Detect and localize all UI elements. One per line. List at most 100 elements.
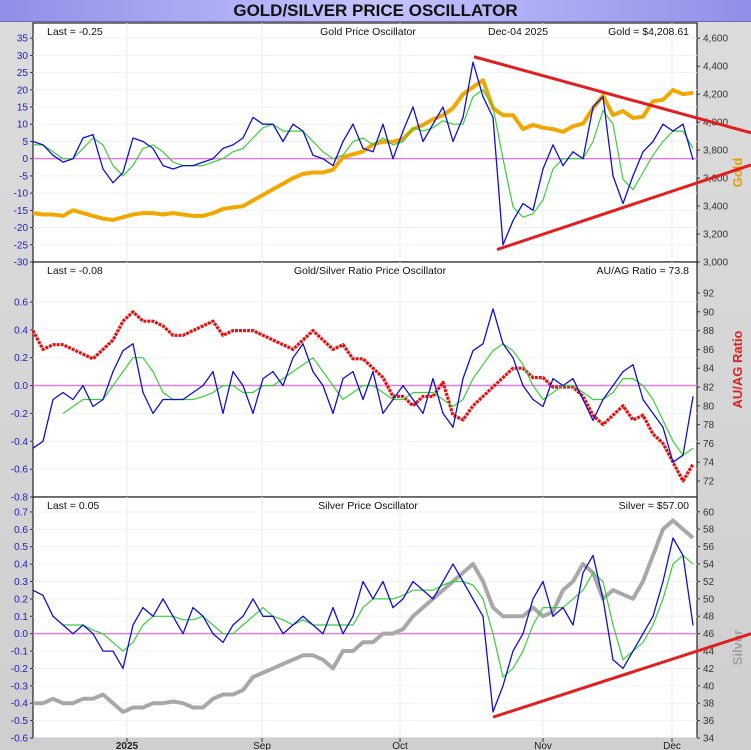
oscillator-point (282, 140, 284, 143)
oscillator-point (402, 598, 404, 600)
oscillator-point (192, 164, 194, 167)
oscillator-point (122, 171, 124, 174)
right-tick-label: 72 (703, 477, 715, 488)
oscillator-point (512, 650, 514, 652)
right-tick-label: 40 (703, 681, 715, 692)
oscillator-point (422, 140, 424, 143)
left-tick-label: 10 (17, 120, 29, 131)
oscillator-point (162, 598, 164, 600)
date-label: Dec-04 2025 (488, 26, 548, 38)
oscillator-point (92, 633, 94, 635)
oscillator-point (132, 137, 134, 139)
oscillator-point (32, 447, 34, 449)
oscillator-point (232, 371, 234, 373)
oscillator-point (432, 598, 434, 600)
oscillator-point (62, 161, 64, 163)
oscillator-point (402, 384, 404, 387)
oscillator-point (372, 598, 374, 600)
oscillator-point (242, 384, 244, 387)
oscillator-point (462, 116, 464, 118)
right-tick-label: 74 (703, 458, 715, 469)
oscillator-point (552, 615, 554, 617)
x-tick-label: Sep (253, 741, 271, 750)
oscillator-point (362, 398, 364, 401)
oscillator-point (482, 615, 484, 617)
oscillator-point (532, 598, 534, 600)
left-tick-label: 0.7 (14, 507, 28, 518)
right-tick-label: 50 (703, 594, 715, 605)
oscillator-point (342, 377, 344, 380)
oscillator-point (112, 371, 114, 373)
left-tick-label: 0.3 (14, 577, 28, 588)
right-tick-label: 3,400 (703, 202, 728, 213)
oscillator-point (62, 624, 64, 626)
oscillator-point (202, 384, 204, 387)
left-tick-label: -10 (14, 189, 29, 200)
left-tick-label: 0.5 (14, 542, 28, 553)
right-tick-label: 58 (703, 525, 715, 536)
oscillator-point (122, 667, 124, 670)
left-tick-label: 0 (22, 154, 28, 165)
right-tick-label: 54 (703, 559, 715, 570)
oscillator-point (362, 580, 364, 583)
oscillator-point (42, 144, 44, 146)
oscillator-point (252, 412, 254, 415)
oscillator-point (292, 624, 294, 626)
oscillator-point (222, 147, 224, 149)
oscillator-point (562, 164, 564, 167)
oscillator-point (302, 343, 304, 345)
oscillator-point (52, 615, 54, 617)
plot-area (32, 496, 698, 739)
trendline (492, 632, 751, 719)
plot-area (32, 22, 698, 263)
oscillator-point (82, 137, 84, 139)
right-tick-label: 56 (703, 542, 715, 553)
right-tick-label: 3,600 (703, 174, 728, 185)
panel-2: -0.8 -0.6 -0.4 -0.2 0.0 0.2 0.4 0.6 72 74 76 78 80 82… (11, 261, 745, 504)
left-tick-label: -30 (14, 258, 29, 269)
right-tick-label: 34 (703, 734, 715, 745)
oscillator-point (672, 537, 674, 539)
oscillator-point (292, 357, 294, 359)
oscillator-point (432, 377, 434, 380)
oscillator-point (332, 606, 334, 609)
oscillator-point (242, 137, 244, 139)
left-tick-label: -0.3 (11, 681, 29, 692)
oscillator-point (52, 154, 54, 156)
oscillator-point (382, 123, 384, 125)
right-tick-label: 36 (703, 716, 715, 727)
oscillator-point (542, 405, 544, 408)
right-tick-label: 4,400 (703, 62, 728, 73)
price-label: Silver = $57.00 (619, 500, 689, 512)
oscillator-point (72, 633, 74, 635)
left-tick-label: 20 (17, 85, 29, 96)
oscillator-point (592, 554, 594, 557)
oscillator-point (232, 144, 234, 146)
left-tick-label: 0.4 (14, 560, 28, 571)
oscillator-point (572, 151, 574, 153)
oscillator-point (682, 123, 684, 125)
oscillator-point (472, 598, 474, 600)
oscillator-point (542, 168, 544, 170)
oscillator-point (652, 615, 654, 617)
panel-title: Gold Price Oscillator (320, 26, 416, 38)
price-line (32, 78, 694, 222)
signal-line (62, 343, 694, 456)
right-axis-label: AU/AG Ratio (730, 330, 745, 408)
trendline (496, 163, 751, 252)
oscillator-point (642, 151, 644, 153)
oscillator-point (92, 405, 94, 408)
oscillator-point (602, 398, 604, 401)
oscillator-point (502, 244, 504, 246)
oscillator-point (642, 633, 644, 635)
right-tick-label: 46 (703, 629, 715, 640)
oscillator-point (72, 398, 74, 401)
oscillator-point (532, 398, 534, 401)
price-label: AU/AG Ratio = 73.8 (596, 265, 689, 277)
oscillator-point (52, 398, 54, 401)
oscillator-point (182, 633, 184, 635)
left-tick-label: 0.4 (14, 325, 28, 336)
oscillator-point (642, 398, 644, 401)
oscillator-point (272, 371, 274, 373)
